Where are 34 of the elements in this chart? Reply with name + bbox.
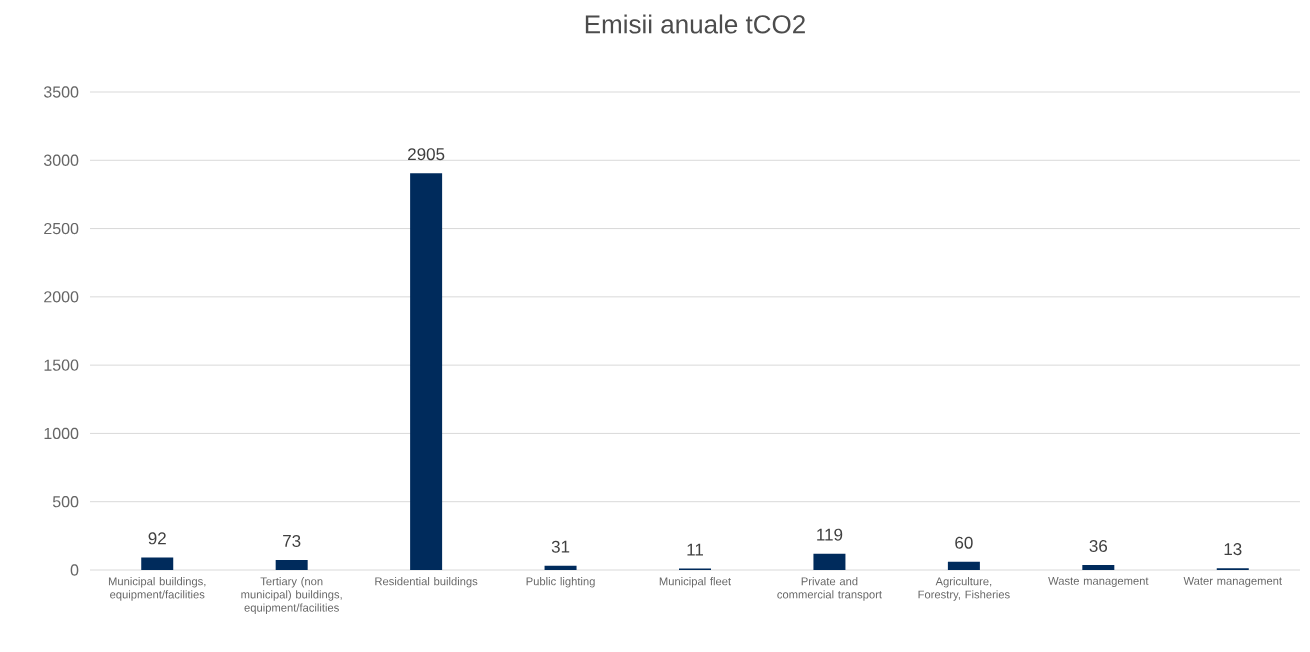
data-label: 60 — [955, 536, 973, 549]
y-tick-label: 2500 — [44, 222, 79, 235]
y-tick-label: 0 — [70, 564, 79, 576]
data-label: 73 — [283, 534, 301, 547]
y-tick-label: 500 — [52, 496, 79, 508]
data-label: 36 — [1089, 539, 1108, 552]
data-label: 92 — [148, 532, 166, 545]
chart-title: Emisii anuale tCO2 — [585, 14, 805, 34]
bar — [410, 173, 443, 570]
y-tick-label: 1500 — [44, 359, 79, 371]
bar — [544, 565, 577, 570]
data-label: 11 — [687, 543, 703, 556]
bar — [275, 560, 308, 570]
bar — [813, 553, 846, 570]
y-tick-label: 2000 — [44, 291, 79, 303]
y-tick-label: 1000 — [44, 427, 79, 440]
y-tick-label: 3500 — [43, 86, 79, 98]
x-tick-label: Public lighting — [526, 577, 595, 588]
bar — [947, 561, 980, 570]
x-tick-label: Municipal buildings, equipment/facilities — [108, 577, 206, 601]
x-tick-label: Water management — [1183, 577, 1282, 588]
data-label: 119 — [817, 528, 843, 541]
bar — [141, 557, 174, 570]
x-tick-label: Waste management — [1048, 577, 1149, 588]
data-label: 13 — [1224, 543, 1242, 556]
x-tick-label: Residential buildings — [375, 577, 478, 588]
x-tick-label: Agriculture, Forestry, Fisheries — [918, 577, 1010, 601]
bar — [1082, 565, 1115, 570]
data-label: 2905 — [408, 148, 445, 161]
x-tick-label: Tertiary (non municipal) buildings, equipment/facilities — [241, 577, 342, 614]
y-tick-label: 3000 — [43, 154, 79, 166]
x-tick-label: Municipal fleet — [659, 577, 732, 588]
x-tick-label: Private and commercial transport — [777, 577, 882, 601]
data-label: 31 — [551, 540, 570, 553]
